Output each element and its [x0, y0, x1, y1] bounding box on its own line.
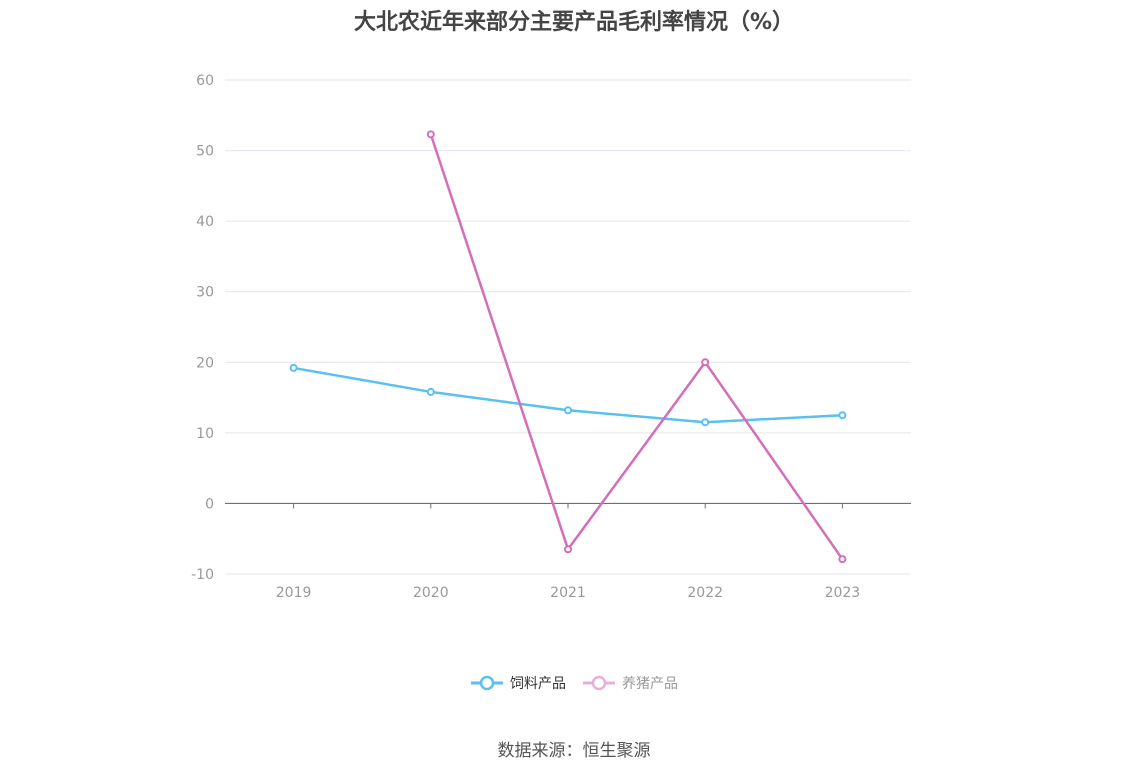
y-tick-label: 50 [196, 144, 214, 160]
x-tick-label: 2020 [413, 585, 449, 601]
legend-item-feed-products[interactable]: 饲料产品 [470, 673, 566, 693]
x-axis-ticks: 2019 2020 2021 2022 2023 [276, 585, 860, 601]
series-line-2 [429, 133, 844, 560]
x-tick-label: 2019 [276, 585, 312, 601]
y-tick-label: -10 [191, 567, 214, 583]
y-tick-label: 20 [196, 355, 214, 371]
legend-marker-feed-icon [471, 675, 503, 691]
y-tick-label: 30 [196, 285, 214, 301]
legend-label-feed: 饲料产品 [510, 676, 566, 692]
x-tick-label: 2022 [687, 585, 723, 601]
legend: 饲料产品 养猪产品 [0, 673, 1148, 693]
x-tick-label: 2023 [825, 585, 861, 601]
data-point[interactable] [838, 555, 847, 564]
y-axis-ticks: -10 0 10 20 30 40 50 60 [191, 73, 214, 583]
grid-lines [225, 79, 911, 575]
data-point[interactable] [426, 130, 435, 139]
legend-marker-pig-icon [583, 675, 615, 691]
y-tick-label: 10 [196, 426, 214, 442]
data-point[interactable] [426, 387, 435, 396]
series-lines [293, 133, 844, 560]
x-tick-label: 2021 [550, 585, 586, 601]
legend-label-pig: 养猪产品 [622, 676, 678, 692]
source-note: 数据来源：恒生聚源 [497, 741, 651, 761]
y-tick-label: 60 [196, 73, 214, 89]
axes [225, 502, 911, 509]
chart-title: 大北农近年来部分主要产品毛利率情况（%） [353, 10, 795, 35]
data-point[interactable] [564, 545, 572, 554]
data-point[interactable] [701, 418, 710, 427]
data-point[interactable] [289, 363, 298, 372]
data-point[interactable] [564, 406, 572, 415]
y-tick-label: 0 [205, 496, 214, 512]
y-tick-label: 40 [196, 214, 214, 230]
series-points [289, 130, 847, 564]
data-point[interactable] [701, 358, 710, 367]
data-point[interactable] [838, 411, 847, 420]
legend-item-pig-products[interactable]: 养猪产品 [582, 673, 678, 693]
